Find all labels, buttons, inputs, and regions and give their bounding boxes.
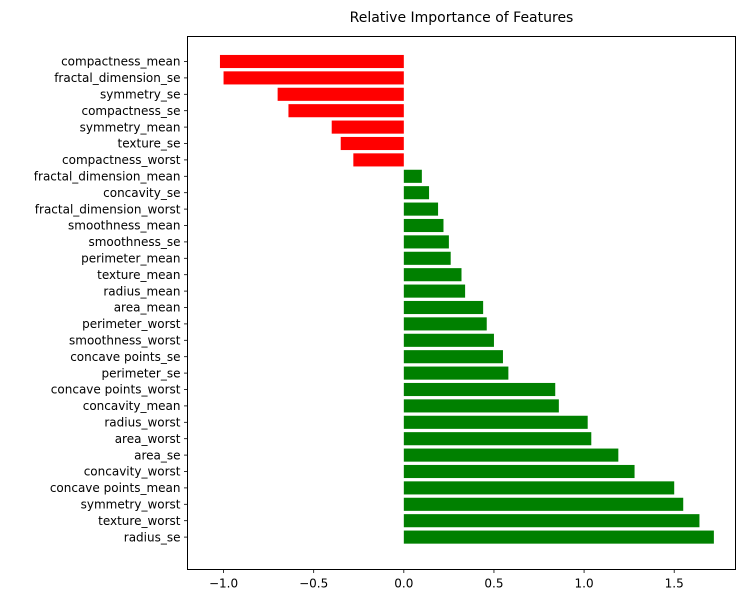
y-tick-label: perimeter_worst xyxy=(82,317,181,331)
bar-radius_se xyxy=(403,530,714,544)
bar-compactness_mean xyxy=(219,54,404,69)
y-tick-label: compactness_se xyxy=(81,104,180,118)
y-tick-label: smoothness_worst xyxy=(69,334,181,348)
y-tick-label: concave points_se xyxy=(70,350,180,364)
bar-smoothness_se xyxy=(403,235,449,249)
y-tick-label: fractal_dimension_se xyxy=(54,71,180,85)
y-axis: compactness_mean fractal_dimension_sesymm… xyxy=(34,55,188,544)
x-tick-label: 1.5 xyxy=(665,577,684,591)
bar-area_mean xyxy=(403,300,484,315)
y-tick-label: fractal_dimension_mean xyxy=(34,170,181,184)
y-tick-label: perimeter_mean xyxy=(81,252,180,266)
plot-frame xyxy=(187,36,736,570)
y-tick-label: radius_se xyxy=(124,530,181,544)
y-tick-label: area_worst xyxy=(115,432,181,446)
y-tick-label: perimeter_se xyxy=(102,366,181,380)
y-tick-label: texture_mean xyxy=(97,268,180,282)
chart-title: Relative Importance of Features xyxy=(350,10,574,26)
bar-area_worst xyxy=(403,432,592,446)
bar-concavity_se xyxy=(403,186,430,200)
bar-perimeter_mean xyxy=(403,251,451,265)
bar-smoothness_worst xyxy=(403,333,494,347)
y-tick-label: radius_mean xyxy=(103,284,180,298)
y-tick-label: concave points_mean xyxy=(50,481,181,495)
y-tick-label: fractal_dimension_worst xyxy=(35,202,181,216)
y-tick-label: concave points_worst xyxy=(51,383,181,397)
bar-texture_se xyxy=(340,136,404,151)
x-axis: −1.0 −0.5 0.0 0.5 1.0 1.5 xyxy=(209,569,684,591)
y-tick-label: symmetry_worst xyxy=(81,498,181,512)
bar-concave-points_worst xyxy=(403,382,556,397)
bar-area_se xyxy=(403,448,619,462)
bar-symmetry_se xyxy=(277,87,404,101)
x-tick-label: 1.0 xyxy=(575,577,594,591)
bar-perimeter_se xyxy=(403,366,509,380)
x-tick-label: 0.5 xyxy=(484,577,503,591)
bar-compactness_worst xyxy=(353,153,404,167)
bar-fractal_dimension_se xyxy=(223,71,404,85)
bar-symmetry_mean xyxy=(331,120,404,134)
bar-concave-points_se xyxy=(403,350,503,364)
y-tick-label: texture_se xyxy=(118,137,181,151)
bar-fractal_dimension_mean xyxy=(403,169,422,183)
y-tick-label: area_se xyxy=(134,448,180,462)
y-tick-label: concavity_worst xyxy=(84,465,181,479)
x-tick-label: −0.5 xyxy=(299,577,328,591)
y-tick-label: symmetry_se xyxy=(100,88,181,102)
bar-fractal_dimension_worst xyxy=(403,202,439,216)
y-tick-label: smoothness_mean xyxy=(68,219,180,233)
y-tick-label: concavity_se xyxy=(103,186,180,200)
bar-symmetry_worst xyxy=(403,497,684,511)
x-tick-label: −1.0 xyxy=(209,577,238,591)
bar-radius_worst xyxy=(403,415,588,429)
bar-smoothness_mean xyxy=(403,218,444,233)
y-tick-label: smoothness_se xyxy=(88,235,180,249)
bar-radius_mean xyxy=(403,284,466,298)
y-tick-label: compactness_mean xyxy=(61,55,180,69)
bar-texture_worst xyxy=(403,514,700,528)
bar-concavity_mean xyxy=(403,399,559,413)
y-tick-label: texture_worst xyxy=(98,514,181,528)
bar-concavity_worst xyxy=(403,464,635,479)
y-tick-label: radius_worst xyxy=(104,416,180,430)
bar-perimeter_worst xyxy=(403,317,487,331)
bar-compactness_se xyxy=(288,104,404,118)
bar-texture_mean xyxy=(403,268,462,282)
y-tick-label: area_mean xyxy=(114,301,181,315)
y-tick-label: compactness_worst xyxy=(62,153,181,167)
x-tick-label: 0.0 xyxy=(394,577,413,591)
bar-concave-points_mean xyxy=(403,481,675,495)
bars-layer xyxy=(219,54,714,544)
y-tick-label: symmetry_mean xyxy=(80,120,181,134)
y-tick-label: concavity_mean xyxy=(83,399,181,413)
